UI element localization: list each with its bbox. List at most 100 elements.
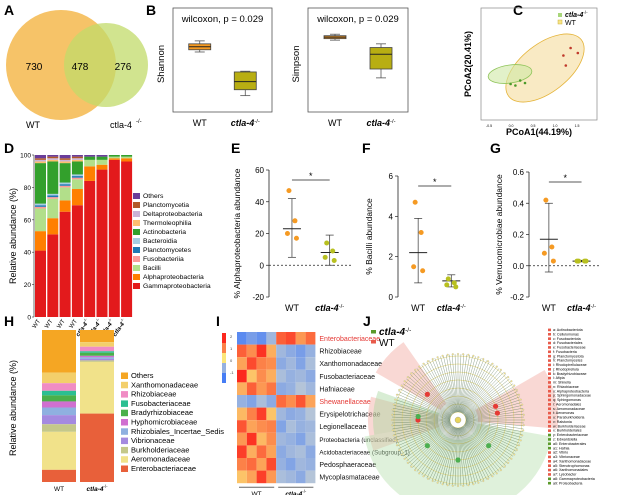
clade-branch bbox=[464, 378, 510, 416]
lefse-legend-swatch-wt bbox=[371, 340, 376, 344]
family-bar-segment bbox=[80, 342, 114, 347]
clade-node bbox=[391, 413, 394, 416]
clade-branch bbox=[459, 355, 470, 413]
dot-ytick: -20 bbox=[252, 293, 264, 302]
heatmap-cell bbox=[276, 382, 286, 395]
family-legend-swatch bbox=[121, 409, 128, 417]
venn-right-count: 276 bbox=[115, 62, 132, 73]
clade-node bbox=[418, 472, 421, 475]
heatmap-cell bbox=[256, 382, 267, 395]
class-bar-segment bbox=[59, 163, 71, 183]
lefse-legend-ko-text: ctla-4 bbox=[379, 327, 406, 338]
heatmap-cell bbox=[295, 445, 306, 458]
heatmap-row-label: Acidobacteriaceae (Subgroup_1) bbox=[319, 449, 409, 456]
heatmap-cell bbox=[305, 407, 316, 421]
clade-branch bbox=[401, 385, 452, 417]
clade-branch bbox=[461, 426, 490, 479]
heatmap-cell bbox=[276, 332, 286, 345]
family-legend-swatch bbox=[121, 437, 128, 445]
heatmap-cell bbox=[266, 344, 277, 358]
family-bar-segment bbox=[80, 346, 114, 352]
taxa-swatch bbox=[548, 346, 551, 349]
clade-branch bbox=[463, 425, 508, 464]
panel-label-i: I bbox=[216, 313, 220, 329]
clade-branch bbox=[460, 427, 485, 481]
clade-node bbox=[457, 353, 460, 356]
class-bar-segment bbox=[59, 161, 71, 164]
clade-branch bbox=[392, 420, 451, 424]
taxa-label: a: Actinobacteriota bbox=[553, 328, 583, 332]
dot-xtick: WT bbox=[285, 303, 299, 313]
family-legend-swatch bbox=[121, 391, 128, 398]
clade-branch bbox=[465, 420, 524, 427]
clade-branch bbox=[399, 423, 452, 452]
boxplot-xtick-text: WT bbox=[328, 118, 342, 128]
clade-node bbox=[486, 360, 489, 363]
family-legend-swatch bbox=[121, 381, 128, 389]
heatmap-scale-step bbox=[222, 373, 226, 383]
panel-letters: A B C D E F G H I J bbox=[4, 2, 523, 329]
taxa-swatch bbox=[548, 368, 551, 371]
clade-node bbox=[391, 429, 394, 432]
clade-highlight-node bbox=[486, 443, 492, 449]
heatmap-cell bbox=[286, 458, 296, 471]
clade-branch bbox=[464, 423, 517, 452]
taxa-swatch bbox=[548, 464, 551, 467]
clade-branch bbox=[464, 424, 512, 459]
clade-node bbox=[517, 444, 520, 447]
heatmap-scale-tick: 2 bbox=[230, 334, 233, 339]
clade-node bbox=[410, 372, 413, 375]
taxa-swatch bbox=[548, 420, 551, 424]
class-bar-segment bbox=[59, 159, 71, 162]
dot-xtick-text: ctla-4 bbox=[315, 303, 339, 313]
heatmap-cell bbox=[295, 432, 306, 446]
clade-node bbox=[477, 481, 480, 484]
pcoa-point bbox=[562, 54, 565, 57]
clade-node bbox=[406, 461, 409, 464]
heatmap-row-label: Fusobacteriaceae bbox=[319, 374, 375, 381]
taxa-swatch bbox=[548, 429, 551, 432]
clade-node bbox=[431, 358, 434, 361]
clade-branch bbox=[465, 396, 520, 418]
clade-branch bbox=[431, 427, 456, 481]
pcoa-xtick: 1.5 bbox=[575, 124, 580, 128]
clade-branch bbox=[459, 355, 473, 413]
class-bar-segment bbox=[96, 159, 108, 165]
class-ytick: 80 bbox=[24, 185, 32, 192]
heatmap-cell bbox=[295, 458, 306, 471]
class-bar-segment bbox=[59, 158, 71, 160]
clade-node bbox=[414, 469, 417, 472]
dot-xtick: ctla-4-/- bbox=[437, 303, 466, 313]
panel-label-e: E bbox=[231, 140, 240, 156]
clade-node bbox=[522, 413, 525, 416]
dot-ytick: 4 bbox=[389, 212, 394, 221]
taxa-label: n: Rhizobiaceae bbox=[553, 385, 579, 389]
dot-xtick: WT bbox=[411, 303, 425, 313]
taxa-label: k: Bradyrhizobiaceae bbox=[553, 372, 587, 376]
pcoa-xtick: 0.5 bbox=[531, 124, 536, 128]
clade-branch bbox=[423, 426, 455, 477]
heatmap-cell bbox=[237, 382, 247, 395]
dot-point bbox=[541, 250, 547, 256]
panel-label-h: H bbox=[4, 313, 14, 329]
clade-branch bbox=[465, 420, 524, 430]
clade-node bbox=[446, 353, 449, 356]
class-bar-segment bbox=[47, 197, 59, 199]
class-xtick: WT bbox=[56, 318, 66, 329]
clade-branch bbox=[398, 423, 451, 449]
taxa-swatch bbox=[548, 407, 551, 411]
clade-node bbox=[418, 365, 421, 368]
class-bar-segment bbox=[121, 161, 133, 317]
taxa-swatch bbox=[548, 394, 551, 397]
family-legend-label: Rhizobiales_Incertae_Sedis bbox=[131, 427, 224, 436]
pcoa-point bbox=[523, 81, 527, 85]
family-legend-swatch bbox=[121, 419, 128, 426]
clade-node bbox=[441, 483, 444, 486]
clade-branch bbox=[393, 421, 451, 435]
heatmap-cell bbox=[305, 344, 316, 358]
clade-highlight-node bbox=[492, 403, 499, 409]
